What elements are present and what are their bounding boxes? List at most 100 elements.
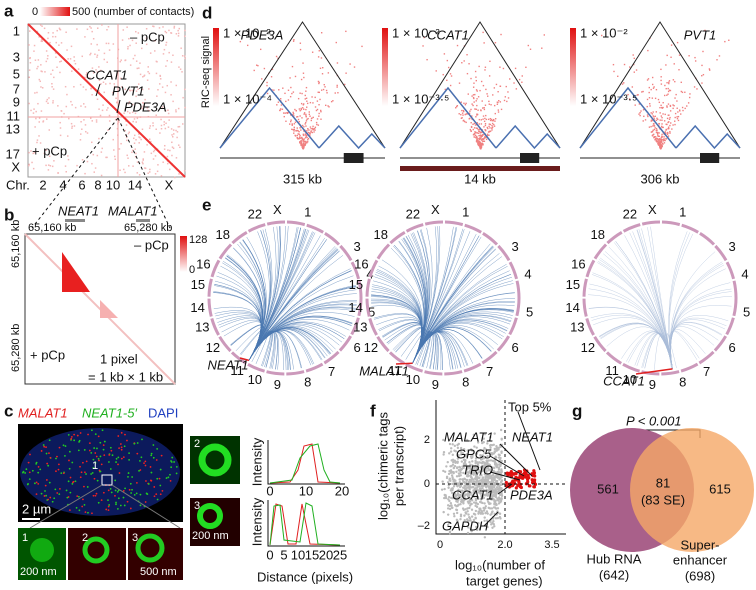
contact	[120, 59, 122, 61]
signal	[464, 113, 466, 116]
signal	[664, 131, 666, 133]
point	[481, 457, 484, 461]
signal	[655, 127, 658, 130]
contact	[168, 51, 170, 54]
speckle	[147, 483, 150, 485]
point	[477, 510, 480, 513]
point	[516, 483, 520, 488]
signal	[662, 126, 664, 129]
speckle	[153, 486, 156, 488]
point	[462, 524, 465, 527]
point	[486, 454, 489, 458]
signal	[617, 75, 619, 78]
signal	[456, 44, 459, 47]
speckle	[95, 455, 98, 458]
speckle	[128, 452, 130, 454]
profile	[269, 443, 341, 484]
signal	[686, 105, 688, 107]
signal	[484, 66, 487, 68]
signal	[457, 32, 459, 35]
gene-title: CCAT1	[427, 27, 469, 42]
point	[466, 473, 469, 477]
contact	[178, 27, 181, 30]
contact	[71, 125, 73, 128]
signal	[463, 60, 465, 62]
speckle	[102, 491, 105, 494]
point	[489, 469, 492, 472]
signal	[353, 66, 356, 68]
contact	[83, 76, 86, 79]
point	[477, 522, 480, 525]
signal	[543, 34, 546, 36]
link	[215, 311, 262, 361]
signal	[633, 63, 635, 66]
chr-label: 1	[13, 23, 20, 38]
speckle	[139, 504, 142, 507]
contact	[129, 112, 131, 114]
speckle	[143, 462, 145, 464]
signal	[668, 121, 670, 123]
contact	[86, 132, 89, 134]
contact	[163, 148, 166, 150]
speckle	[167, 476, 170, 479]
signal	[475, 79, 477, 82]
signal	[497, 109, 500, 111]
contact	[113, 85, 116, 88]
signal	[312, 128, 315, 130]
signal	[297, 97, 300, 100]
chr-label: 2	[39, 177, 46, 192]
point	[468, 506, 471, 510]
chr-label: 13	[570, 320, 584, 335]
contact	[76, 164, 78, 167]
contact	[98, 90, 100, 92]
signal	[500, 33, 502, 36]
point	[476, 471, 480, 474]
point	[462, 458, 466, 462]
point	[452, 491, 456, 495]
point	[468, 461, 471, 464]
contact	[126, 154, 128, 157]
contact	[142, 105, 145, 108]
contact	[165, 41, 168, 44]
chr-label: 8	[462, 374, 469, 389]
contact	[40, 70, 42, 72]
signal	[317, 80, 320, 83]
signal	[655, 88, 658, 91]
contact	[139, 73, 142, 76]
contact	[128, 101, 131, 103]
gene-label: CCAT1	[86, 67, 128, 82]
signal	[639, 114, 641, 117]
contact	[91, 162, 93, 165]
signal	[482, 84, 485, 87]
signal	[294, 121, 297, 123]
contact	[132, 57, 135, 60]
point	[443, 487, 446, 491]
point	[455, 475, 459, 478]
signal	[483, 140, 486, 143]
point	[472, 433, 476, 436]
chr-label: 6	[78, 177, 85, 192]
point	[479, 507, 482, 510]
point	[474, 504, 477, 508]
contact	[164, 91, 167, 94]
contact	[34, 59, 37, 61]
signal	[302, 107, 304, 109]
contact	[132, 120, 134, 123]
speckle	[159, 468, 162, 471]
contact	[64, 165, 67, 167]
signal	[478, 134, 480, 137]
point	[462, 466, 465, 470]
point	[469, 463, 472, 466]
contact	[98, 66, 100, 68]
contact	[85, 74, 88, 76]
contact	[91, 67, 94, 69]
contact	[175, 110, 177, 113]
contact	[31, 161, 33, 164]
gene-label: MALAT1	[444, 429, 494, 444]
contact	[80, 120, 82, 123]
point	[519, 485, 523, 490]
speckle	[81, 505, 84, 508]
signal	[314, 96, 316, 99]
point	[490, 507, 494, 510]
